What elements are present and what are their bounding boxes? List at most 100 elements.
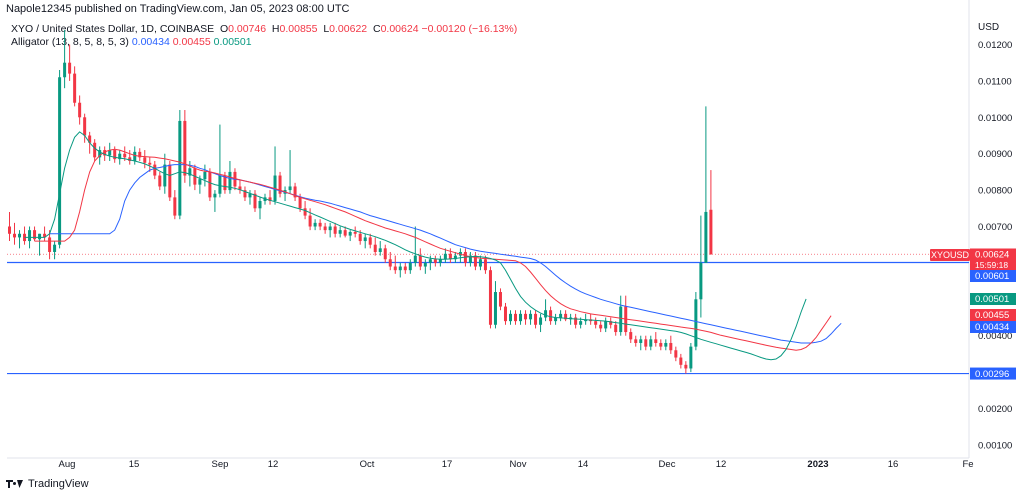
candle-body	[599, 324, 603, 329]
candle-body	[323, 226, 327, 231]
candle-body	[579, 321, 583, 325]
y-tick-label: 0.00200	[978, 404, 1012, 415]
change-value: −0.00120 (−16.13%)	[421, 23, 518, 35]
publisher-line: Napole12345 published on TradingView.com…	[6, 3, 350, 15]
candle-body	[223, 175, 227, 191]
candle-body	[293, 186, 297, 198]
y-tick-label: 0.01100	[978, 76, 1012, 87]
candle-body	[544, 310, 548, 318]
x-tick-label: 12	[268, 459, 279, 470]
candle-body	[348, 231, 352, 236]
candle-body	[498, 292, 502, 307]
candle-body	[503, 306, 507, 322]
candle-body	[33, 230, 37, 240]
candle-body	[368, 237, 372, 245]
candle-body	[639, 339, 643, 343]
candle-body	[168, 164, 172, 198]
candle-body	[243, 190, 247, 198]
y-tick-label: 0.00900	[978, 149, 1012, 160]
candle-body	[509, 313, 512, 322]
candle-body	[483, 259, 487, 271]
candle-body	[58, 77, 62, 245]
symbol-tag-bg	[930, 249, 970, 261]
candle-body	[288, 186, 292, 191]
price-label-bg	[970, 260, 1016, 270]
candle-body	[649, 339, 653, 347]
candle-body	[488, 270, 492, 325]
symbol-legend: XYO / United States Dollar, 1D, COINBASE…	[11, 23, 517, 35]
candle-body	[218, 175, 222, 194]
candle-body	[619, 306, 623, 333]
candle-body	[358, 233, 362, 242]
candle-body	[123, 153, 127, 158]
high-label: H	[271, 23, 280, 35]
candle-body	[128, 157, 132, 161]
candle-body	[253, 193, 257, 209]
candle-body	[258, 201, 262, 209]
candle-body	[438, 259, 442, 263]
candle-body	[143, 157, 147, 163]
price-label-bg	[970, 309, 1016, 321]
candle-body	[468, 255, 472, 263]
candle-body	[183, 120, 187, 176]
candle-body	[493, 292, 497, 325]
candle-body	[534, 313, 538, 325]
price-label: 0.00624	[975, 250, 1009, 261]
currency-label: USD	[978, 22, 999, 33]
candle-body	[679, 357, 683, 365]
candle-body	[604, 321, 608, 329]
high-value: 0.00855	[279, 23, 318, 35]
candle-body	[373, 244, 377, 252]
candle-body	[564, 313, 568, 320]
indicator-name[interactable]: Alligator (13, 8, 5, 8, 5, 3)	[11, 36, 129, 48]
candle-body	[338, 230, 342, 234]
x-tick-label: Fe	[962, 459, 973, 470]
candle-body	[343, 230, 347, 236]
price-label-bg	[970, 321, 1016, 333]
candle-body	[328, 226, 332, 231]
x-tick-label: Nov	[510, 459, 527, 470]
candle-body	[654, 339, 658, 343]
candle-body	[388, 259, 392, 267]
x-tick-label: 15	[129, 459, 140, 470]
alligator-lips-line	[24, 131, 807, 361]
x-tick-label: 12	[716, 459, 727, 470]
candle-body	[554, 317, 558, 322]
candle-body	[644, 339, 648, 347]
candle-body	[378, 248, 382, 252]
x-tick-label: Sep	[212, 459, 229, 470]
price-label: 0.00296	[975, 369, 1009, 380]
candle-body	[584, 319, 588, 322]
candle-body	[208, 171, 212, 198]
candle-body	[539, 317, 543, 325]
footer-brand-text: TradingView	[28, 478, 89, 490]
candle-body	[48, 237, 52, 252]
close-value: 0.00624	[380, 23, 419, 35]
symbol-tag: XYOUSD	[931, 250, 970, 260]
candle-body	[13, 233, 17, 238]
candle-body	[73, 73, 77, 103]
candle-body	[173, 197, 177, 216]
symbol-name[interactable]: XYO / United States Dollar, 1D, COINBASE	[11, 23, 215, 35]
x-tick-label: 17	[442, 459, 453, 470]
candle-body	[103, 150, 107, 156]
candle-body	[574, 317, 578, 325]
x-tick-label: 2023	[807, 459, 828, 470]
candle-body	[203, 171, 207, 180]
candle-body	[614, 324, 618, 333]
candle-body	[313, 222, 317, 227]
candle-body	[308, 215, 312, 227]
candles	[8, 29, 713, 374]
close-label: C	[372, 23, 381, 35]
candle-body	[519, 313, 523, 322]
candle-body	[423, 262, 427, 267]
alligator-jaw-line	[49, 164, 842, 344]
candle-body	[163, 164, 167, 187]
candle-body	[629, 332, 633, 340]
candle-body	[684, 364, 688, 369]
y-tick-label: 0.00700	[978, 222, 1012, 233]
candle-body	[609, 321, 613, 325]
y-tick-label: 0.00800	[978, 186, 1012, 197]
candle-body	[8, 226, 11, 234]
